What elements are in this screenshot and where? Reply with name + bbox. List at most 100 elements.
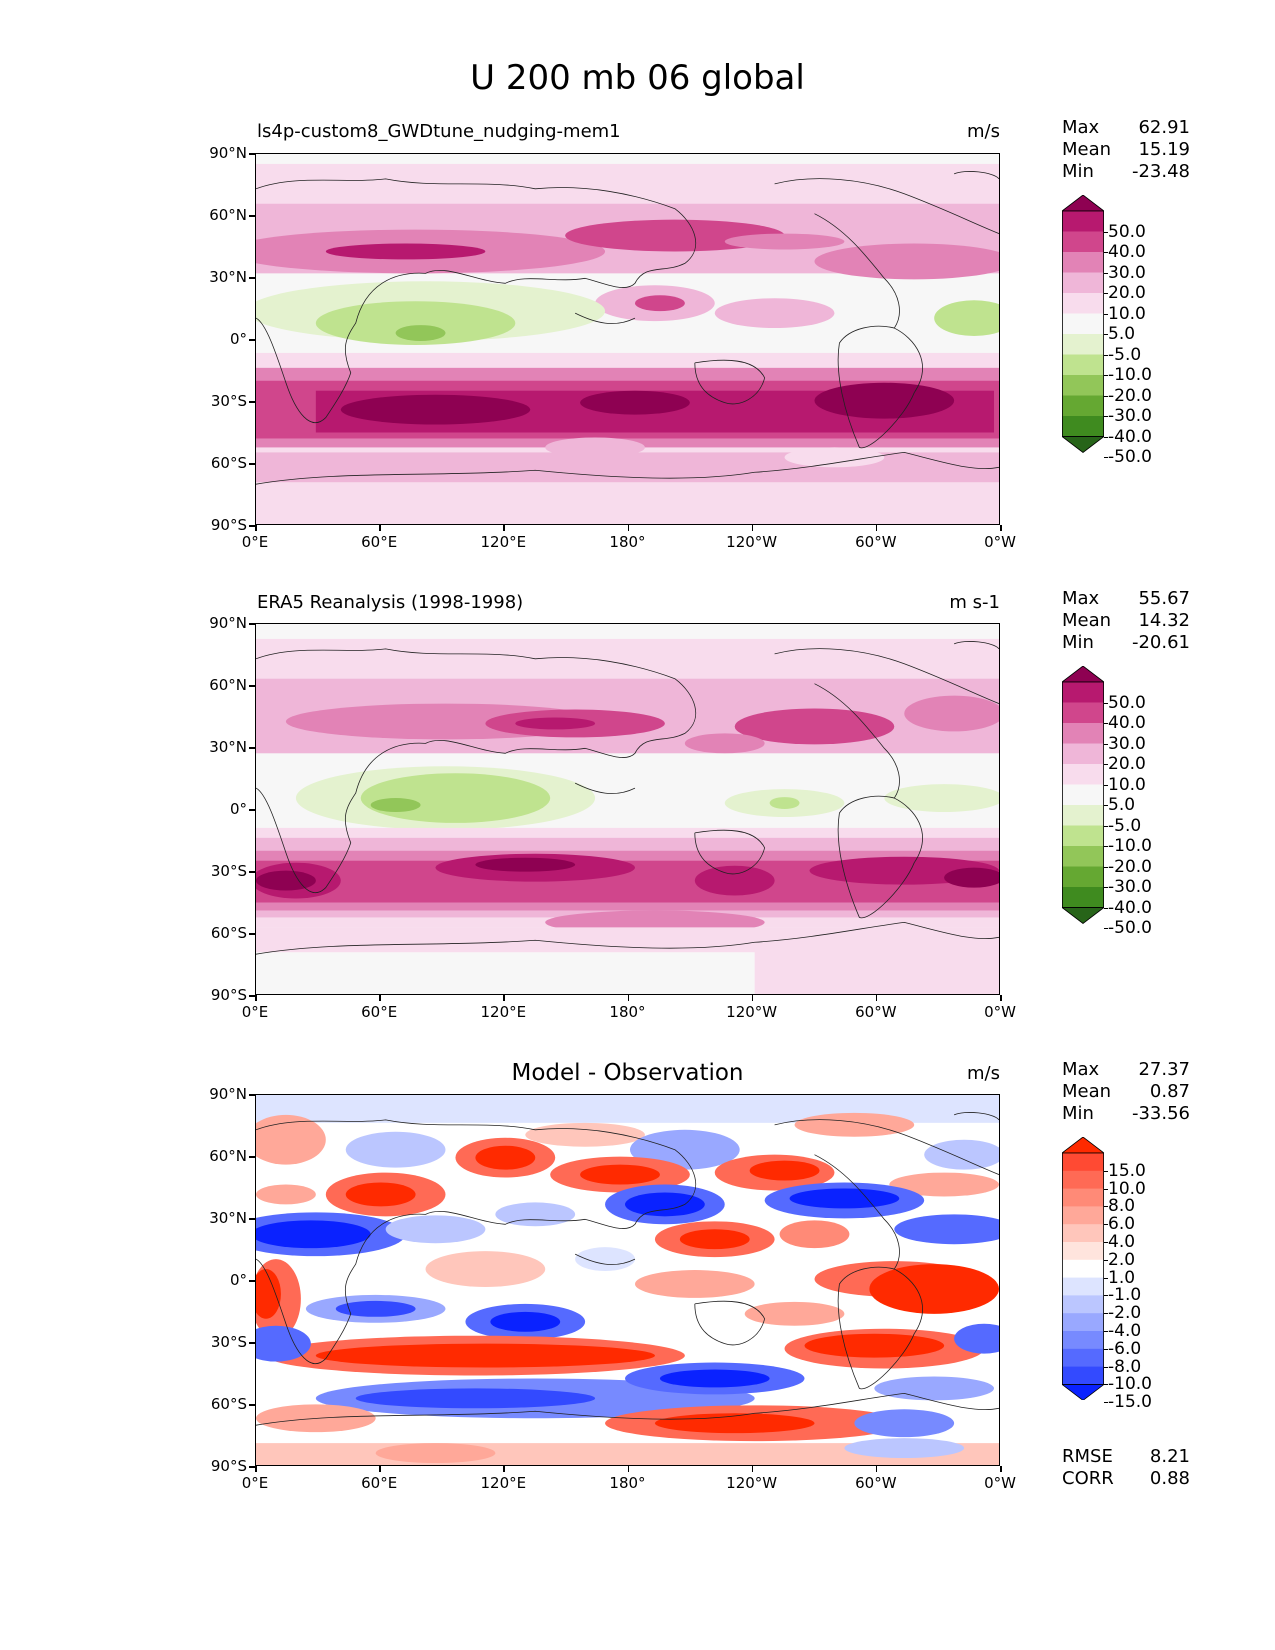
lat-tick-label: 90°S xyxy=(210,986,247,1004)
lon-tick-label: 180° xyxy=(609,533,646,551)
panel-3-units: m/s xyxy=(967,1063,1000,1084)
lon-tick-label: 0°E xyxy=(241,533,269,551)
colorbar-tick-mark xyxy=(1104,784,1108,786)
colorbar-segment xyxy=(1062,252,1104,273)
colorbar-tick-mark xyxy=(1104,1206,1108,1208)
mean-value: 0.87 xyxy=(1149,1081,1190,1102)
colorbar-tick-mark xyxy=(1104,1402,1108,1404)
colorbar-tick-mark xyxy=(1104,1188,1108,1190)
lat-tick-label: 30°S xyxy=(210,862,247,880)
colorbar-tick-mark xyxy=(1104,1384,1108,1386)
colorbar-tick-label: 40.0 xyxy=(1108,713,1146,733)
colorbar-tick-mark xyxy=(1104,846,1108,847)
lon-tick-mark xyxy=(751,1466,754,1472)
lon-tick-label: 60°E xyxy=(361,533,398,551)
lat-tick-label: 60°N xyxy=(209,1147,247,1165)
colorbar-tick-label: 10.0 xyxy=(1108,774,1146,795)
colorbar-segment xyxy=(1062,723,1104,744)
lon-tick-mark xyxy=(379,525,381,531)
min-value: -33.56 xyxy=(1131,1103,1190,1124)
lon-tick-mark xyxy=(627,525,629,531)
panel-1-colorbar xyxy=(1062,195,1104,453)
lon-tick-mark xyxy=(751,525,754,531)
colorbar-tick-mark xyxy=(1104,1331,1108,1332)
colorbar-tick-mark xyxy=(1104,866,1108,868)
colorbar-segment xyxy=(1062,1188,1104,1207)
colorbar-tick-label: -15.0 xyxy=(1108,1392,1152,1413)
colorbar-extend-bottom xyxy=(1062,436,1104,453)
lon-tick-mark xyxy=(379,1466,381,1472)
lon-tick-mark xyxy=(255,525,257,531)
colorbar-segment xyxy=(1062,293,1104,314)
colorbar-tick-mark xyxy=(1104,1366,1108,1368)
mean-label: Mean xyxy=(1062,139,1112,160)
lat-tick-label: 60°S xyxy=(210,1395,247,1413)
colorbar-tick-mark xyxy=(1104,1170,1108,1172)
lat-tick-mark xyxy=(249,933,255,935)
lat-tick-label: 0° xyxy=(229,800,247,818)
colorbar-tick-mark xyxy=(1104,723,1108,724)
colorbar-segment xyxy=(1062,1224,1104,1243)
colorbar-segment xyxy=(1062,395,1104,417)
colorbar-svg xyxy=(1062,1137,1104,1401)
panel-3-stats: Max 27.37 Mean 0.87 Min -33.56 xyxy=(1062,1059,1190,1125)
colorbar-segment xyxy=(1062,702,1104,724)
colorbar-svg xyxy=(1062,195,1104,453)
colorbar-segment xyxy=(1062,805,1104,826)
lon-tick-label: 120°E xyxy=(480,1003,527,1021)
panel-3-skill-stats: RMSE 8.21 CORR 0.88 xyxy=(1062,1446,1190,1490)
colorbar-tick-mark xyxy=(1104,1224,1108,1226)
lat-tick-mark xyxy=(249,809,255,811)
lat-tick-label: 90°N xyxy=(209,614,247,632)
colorbar-extend-top xyxy=(1062,195,1104,212)
corr-label: CORR xyxy=(1062,1468,1114,1489)
lon-tick-label: 120°E xyxy=(480,533,527,551)
colorbar-tick-mark xyxy=(1104,436,1108,438)
lat-tick-label: 60°S xyxy=(210,924,247,942)
colorbar-tick-mark xyxy=(1104,395,1108,397)
mean-value: 14.32 xyxy=(1138,610,1190,631)
mean-label: Mean xyxy=(1062,1081,1112,1102)
colorbar-tick-label: 20.0 xyxy=(1108,754,1146,774)
lat-tick-mark xyxy=(249,215,255,217)
lat-tick-label: 30°N xyxy=(209,268,247,286)
mean-label: Mean xyxy=(1062,610,1112,631)
lat-tick-mark xyxy=(249,1218,255,1220)
lat-tick-label: 90°N xyxy=(209,144,247,162)
rmse-value: 8.21 xyxy=(1149,1446,1190,1467)
lon-tick-label: 120°W xyxy=(726,1003,778,1021)
colorbar-tick-label: -6.0 xyxy=(1108,1338,1142,1359)
lat-tick-mark xyxy=(249,871,255,873)
colorbar-tick-mark xyxy=(1104,416,1108,417)
colorbar-segment xyxy=(1062,866,1104,888)
colorbar-segment xyxy=(1062,846,1104,867)
colorbar-tick-label: -40.0 xyxy=(1108,426,1152,447)
rmse-label: RMSE xyxy=(1062,1446,1113,1467)
colorbar-tick-mark xyxy=(1104,354,1108,356)
colorbar-tick-mark xyxy=(1104,1259,1108,1261)
colorbar-tick-label: -4.0 xyxy=(1108,1321,1142,1341)
colorbar-tick-label: 40.0 xyxy=(1108,242,1146,262)
min-label: Min xyxy=(1062,632,1094,653)
colorbar-tick-mark xyxy=(1104,825,1108,827)
lon-tick-label: 0°E xyxy=(241,1003,269,1021)
colorbar-segment xyxy=(1062,1170,1104,1190)
panel-2-stats: Max 55.67 Mean 14.32 Min -20.61 xyxy=(1062,588,1190,654)
lat-tick-mark xyxy=(249,1466,255,1468)
lon-tick-mark xyxy=(875,995,878,1001)
colorbar-tick-label: 20.0 xyxy=(1108,283,1146,303)
colorbar-tick-mark xyxy=(1104,1242,1108,1243)
lon-tick-mark xyxy=(627,995,629,1001)
colorbar-segment xyxy=(1062,743,1104,765)
lon-tick-mark xyxy=(1000,525,1002,531)
min-label: Min xyxy=(1062,1103,1094,1124)
lon-tick-label: 60°E xyxy=(361,1474,398,1492)
panel-1-map xyxy=(255,153,1000,525)
corr-value: 0.88 xyxy=(1149,1468,1190,1489)
colorbar-tick-mark xyxy=(1104,702,1108,704)
colorbar-segment xyxy=(1062,1259,1104,1279)
panel-2-units: m s-1 xyxy=(949,592,1000,613)
max-label: Max xyxy=(1062,588,1100,609)
colorbar-tick-label: -20.0 xyxy=(1108,385,1152,406)
colorbar-extend-bottom xyxy=(1062,1383,1104,1401)
